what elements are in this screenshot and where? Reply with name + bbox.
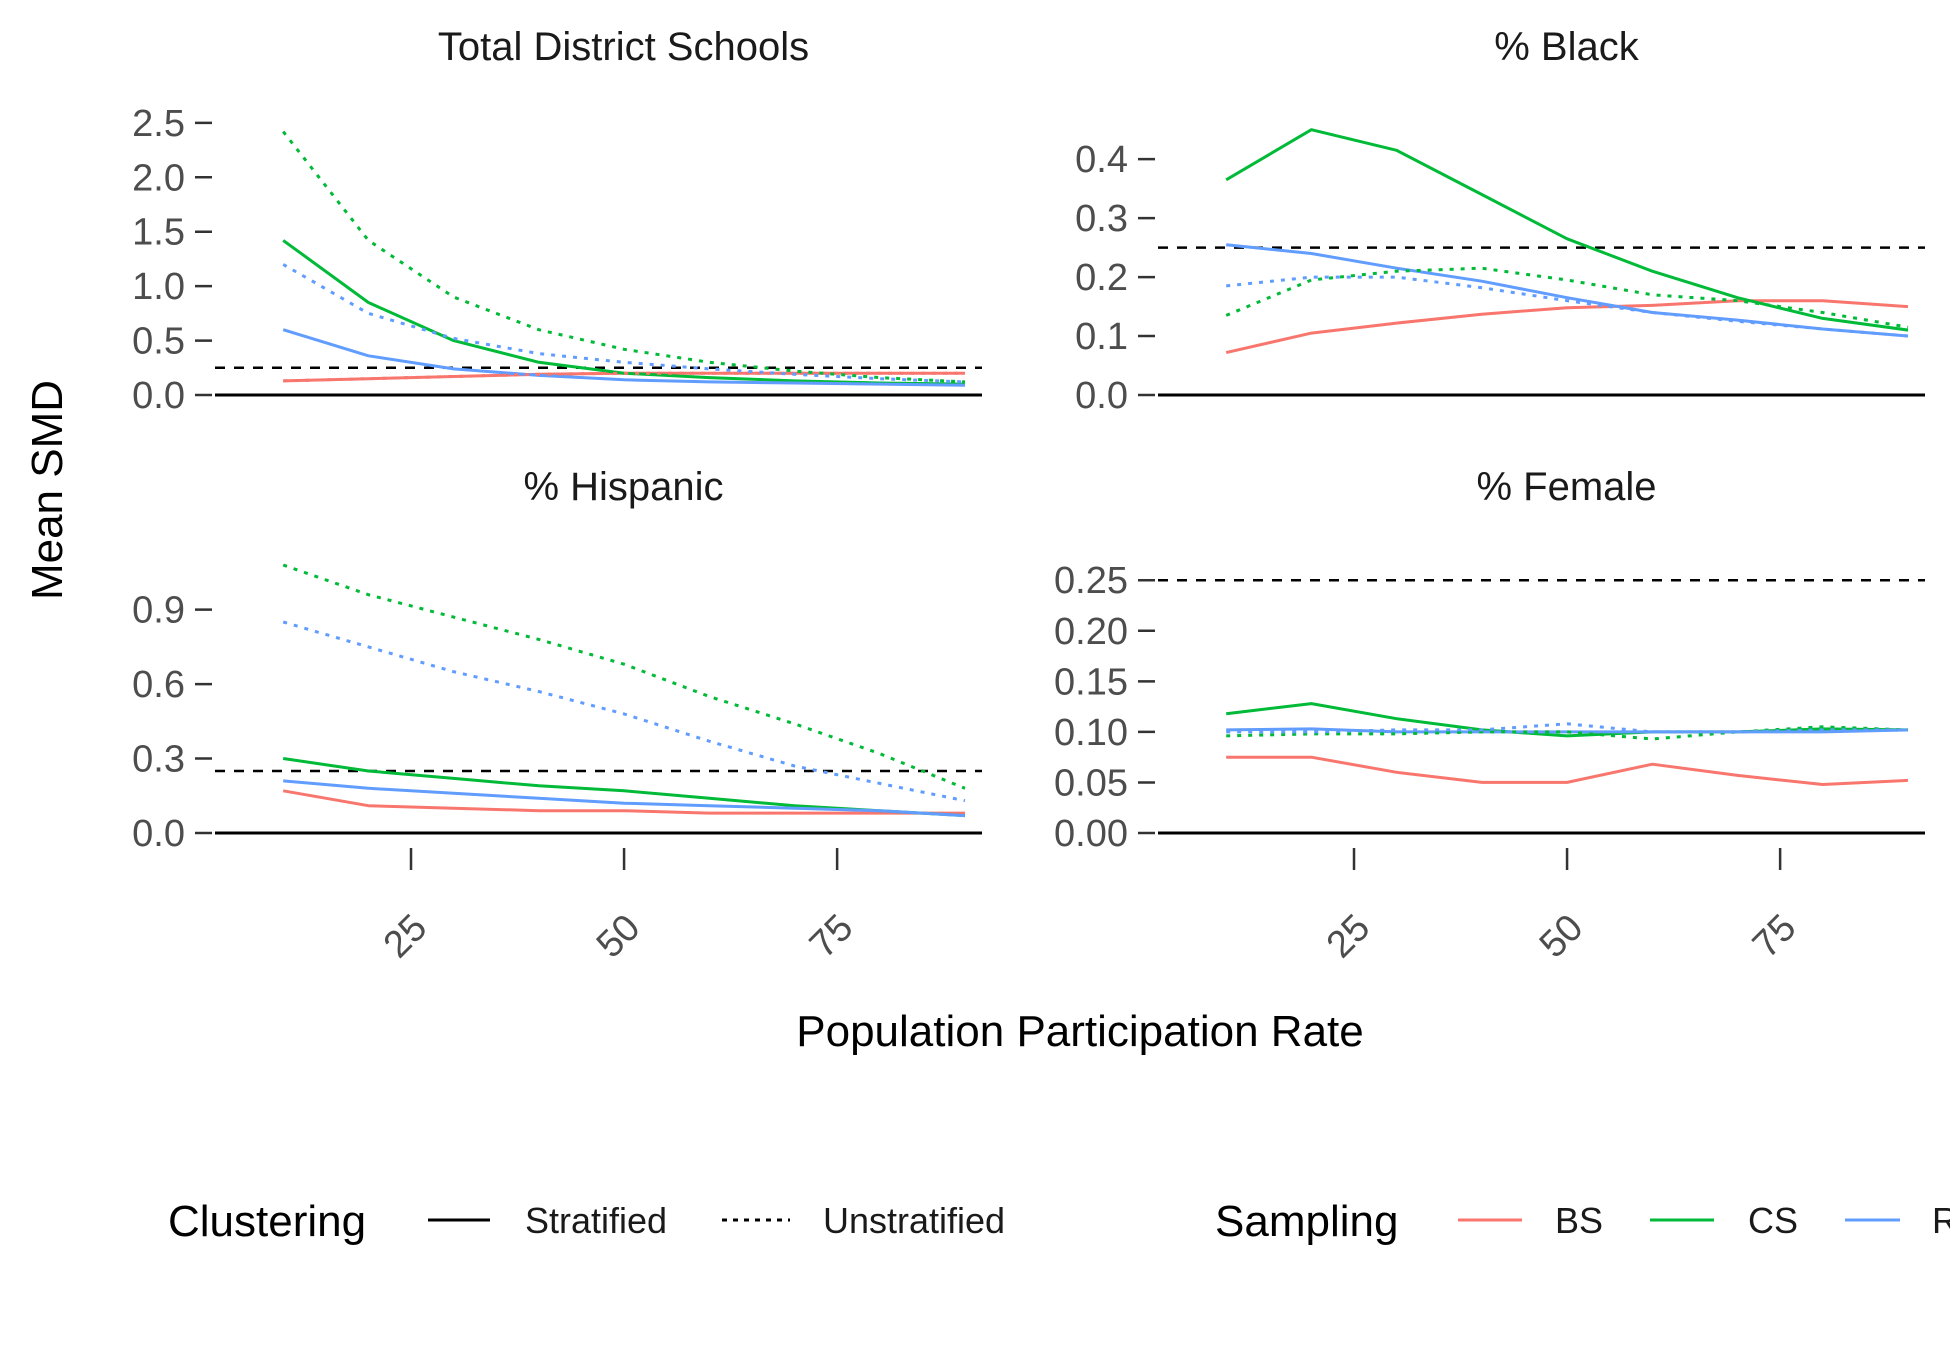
series-line-r-unstratified — [1226, 722, 1908, 734]
series-line-cs-unstratified — [282, 130, 966, 384]
y-tick-label: 0.15 — [1054, 661, 1128, 703]
series-line-cs-stratified — [282, 239, 966, 386]
series-line-r-unstratified — [282, 620, 966, 803]
y-tick-label: 1.5 — [132, 212, 185, 254]
legend: Clustering Stratified Unstratified Sampl… — [168, 1197, 1950, 1246]
clustering-legend-title: Clustering — [168, 1197, 366, 1246]
y-tick-label: 0.6 — [132, 664, 185, 706]
y-tick-label: 0.3 — [132, 739, 185, 781]
y-tick-label: 0.25 — [1054, 560, 1128, 602]
series-line-cs-stratified — [1226, 702, 1909, 738]
x-tick-label: 50 — [1532, 907, 1592, 967]
panels: Total District Schools 0.0 0.5 1.0 1.5 2.0 2.5… — [132, 25, 1925, 966]
series-line-r-stratified — [283, 779, 966, 818]
panel-title: Total District Schools — [438, 25, 809, 69]
series-line-cs-unstratified — [1226, 725, 1909, 741]
x-tick-label: 75 — [802, 907, 862, 967]
series-line-bs-stratified — [282, 789, 965, 815]
y-tick-label: 0.0 — [132, 813, 185, 855]
x-tick-label: 25 — [1319, 907, 1379, 967]
panel-title: % Hispanic — [523, 465, 723, 509]
x-tick-label: 25 — [376, 907, 436, 967]
panel-title: % Female — [1476, 465, 1656, 509]
stratified-legend-label: Stratified — [525, 1200, 667, 1241]
y-tick-label: 0.20 — [1054, 611, 1128, 653]
bs-legend-label: BS — [1555, 1200, 1603, 1241]
series-line-r-unstratified — [1226, 275, 1909, 338]
y-tick-label: 0.5 — [132, 321, 185, 363]
x-tick-label: 75 — [1745, 907, 1805, 967]
series-line-bs-stratified — [1226, 755, 1909, 786]
y-tick-label: 0.2 — [1075, 257, 1128, 299]
y-tick-label: 0.4 — [1075, 139, 1128, 181]
panel-3: % Female 0.00 0.05 0.10 0.15 0.20 0.25 25 50 75 — [1054, 465, 1925, 966]
series-line-bs-unstratified — [283, 371, 965, 383]
y-tick-label: 0.05 — [1054, 762, 1128, 804]
series-line-cs-unstratified — [282, 563, 966, 790]
sampling-legend-title: Sampling — [1215, 1197, 1398, 1246]
unstratified-legend-label: Unstratified — [823, 1200, 1005, 1241]
y-tick-label: 0.3 — [1075, 198, 1128, 240]
y-tick-label: 1.0 — [132, 266, 185, 308]
series-line-bs-stratified — [1225, 299, 1909, 355]
panel-0: Total District Schools 0.0 0.5 1.0 1.5 2.0 2.5 — [132, 25, 982, 417]
y-tick-label: 0.00 — [1054, 813, 1128, 855]
x-axis-title: Population Participation Rate — [796, 1007, 1363, 1056]
y-tick-label: 0.10 — [1054, 712, 1128, 754]
y-tick-label: 2.0 — [132, 157, 185, 199]
panel-2: % Hispanic 0.0 0.3 0.6 0.9 25 50 75 — [132, 465, 982, 966]
y-tick-label: 2.5 — [132, 103, 185, 145]
y-tick-label: 0.9 — [132, 590, 185, 632]
y-tick-label: 0.0 — [132, 375, 185, 417]
panel-1: % Black 0.0 0.1 0.2 0.3 0.4 — [1075, 25, 1925, 417]
r-legend-label: R — [1932, 1200, 1950, 1241]
panel-title: % Black — [1494, 25, 1639, 69]
series-line-r-stratified — [1226, 243, 1909, 338]
series-line-r-unstratified — [282, 263, 966, 384]
y-tick-label: 0.1 — [1075, 316, 1128, 358]
y-tick-label: 0.0 — [1075, 375, 1128, 417]
cs-legend-label: CS — [1748, 1200, 1798, 1241]
x-tick-label: 50 — [589, 907, 649, 967]
series-line-r-stratified — [282, 328, 966, 387]
y-axis-title: Mean SMD — [23, 380, 72, 600]
series-line-cs-stratified — [1225, 128, 1909, 332]
